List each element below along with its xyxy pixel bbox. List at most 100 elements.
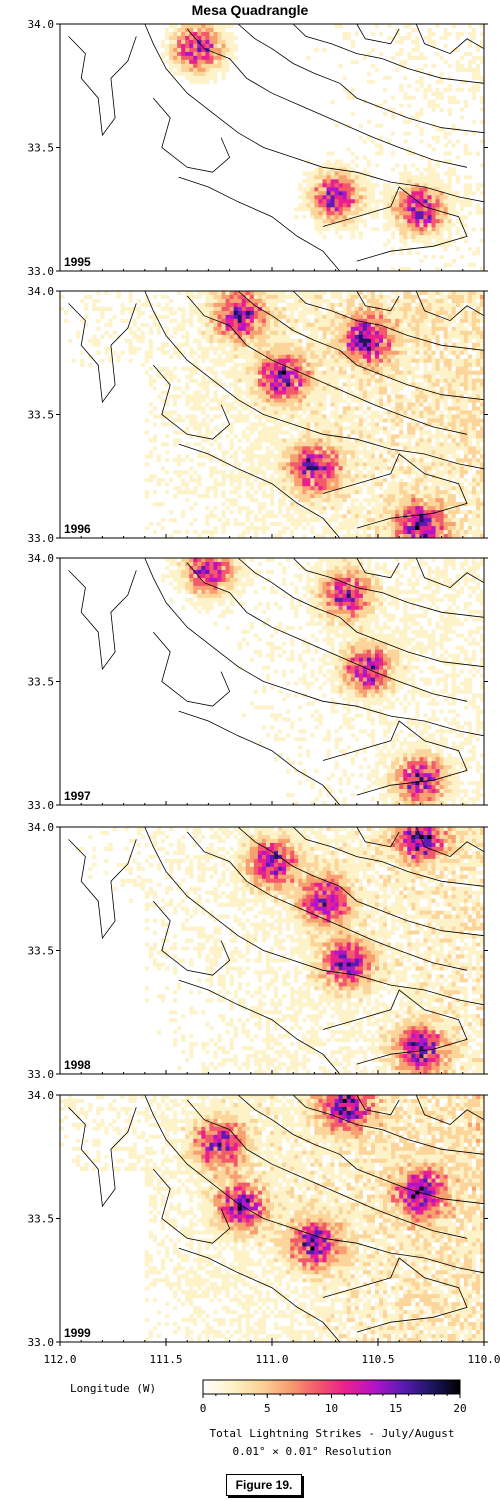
heatmap-cell (230, 295, 234, 299)
heatmap-cell (298, 339, 302, 343)
heatmap-cell (108, 307, 112, 311)
heatmap-cell (153, 163, 157, 167)
heatmap-cell (222, 331, 226, 335)
heatmap-cell (149, 140, 153, 144)
heatmap-cell (415, 207, 419, 211)
heatmap-cell (310, 52, 314, 56)
heatmap-cell (476, 355, 480, 359)
heatmap-cell (415, 163, 419, 167)
heatmap-cell (468, 211, 472, 215)
heatmap-cell (347, 187, 351, 191)
heatmap-cell (262, 223, 266, 227)
heatmap-cell (177, 343, 181, 347)
heatmap-cell (290, 108, 294, 112)
heatmap-cell (351, 295, 355, 299)
heatmap-cell (472, 88, 476, 92)
heatmap-cell (339, 136, 343, 140)
heatmap-cell (250, 319, 254, 323)
heatmap-cell (375, 76, 379, 80)
heatmap-cell (185, 299, 189, 303)
heatmap-cell (278, 335, 282, 339)
heatmap-cell (452, 24, 456, 28)
heatmap-cell (383, 211, 387, 215)
heatmap-cell (282, 92, 286, 96)
heatmap-cell (427, 315, 431, 319)
heatmap-cell (343, 163, 347, 167)
heatmap-cell (391, 323, 395, 327)
heatmap-cell (339, 207, 343, 211)
heatmap-cell (290, 319, 294, 323)
heatmap-cell (246, 291, 250, 295)
heatmap-cell (399, 351, 403, 355)
heatmap-cell (157, 76, 161, 80)
heatmap-cell (452, 335, 456, 339)
heatmap-cell (371, 295, 375, 299)
heatmap-cell (464, 60, 468, 64)
heatmap-cell (327, 191, 331, 195)
heatmap-cell (448, 207, 452, 211)
heatmap-cell (193, 347, 197, 351)
heatmap-cell (141, 359, 145, 363)
heatmap-cell (343, 195, 347, 199)
heatmap-cell (306, 215, 310, 219)
heatmap-cell (440, 303, 444, 307)
heatmap-cell (310, 227, 314, 231)
heatmap-cell (322, 259, 326, 263)
heatmap-cell (298, 191, 302, 195)
heatmap-cell (347, 68, 351, 72)
heatmap-cell (278, 235, 282, 239)
heatmap-cell (137, 303, 141, 307)
heatmap-cell (230, 259, 234, 263)
heatmap-cell (423, 100, 427, 104)
heatmap-cell (460, 355, 464, 359)
heatmap-cell (217, 159, 221, 163)
heatmap-cell (436, 195, 440, 199)
heatmap-cell (355, 255, 359, 259)
heatmap-cell (375, 319, 379, 323)
heatmap-cell (294, 327, 298, 331)
heatmap-cell (238, 295, 242, 299)
heatmap-cell (423, 104, 427, 108)
heatmap-cell (476, 76, 480, 80)
heatmap-cell (310, 28, 314, 32)
heatmap-cell (367, 72, 371, 76)
heatmap-cell (104, 359, 108, 363)
heatmap-cell (407, 171, 411, 175)
heatmap-cell (339, 355, 343, 359)
heatmap-cell (104, 291, 108, 295)
heatmap-cell (339, 40, 343, 44)
heatmap-cell (476, 92, 480, 96)
heatmap-cell (217, 339, 221, 343)
heatmap-cell (423, 215, 427, 219)
heatmap-cell (383, 295, 387, 299)
heatmap-cell (161, 120, 165, 124)
heatmap-cell (448, 311, 452, 315)
heatmap-cell (177, 24, 181, 28)
heatmap-cell (423, 116, 427, 120)
heatmap-cell (391, 231, 395, 235)
heatmap-cell (387, 199, 391, 203)
heatmap-cell (456, 120, 460, 124)
heatmap-cell (343, 355, 347, 359)
heatmap-cell (226, 335, 230, 339)
heatmap-cell (96, 351, 100, 355)
heatmap-cell (246, 24, 250, 28)
heatmap-cell (371, 343, 375, 347)
heatmap-cell (464, 335, 468, 339)
heatmap-cell (137, 323, 141, 327)
heatmap-cell (371, 327, 375, 331)
heatmap-cell (274, 299, 278, 303)
heatmap-cell (209, 355, 213, 359)
heatmap-cell (250, 52, 254, 56)
heatmap-cell (456, 44, 460, 48)
heatmap-cell (250, 148, 254, 152)
heatmap-cell (294, 167, 298, 171)
heatmap-cell (314, 259, 318, 263)
heatmap-cell (452, 299, 456, 303)
heatmap-cell (226, 96, 230, 100)
heatmap-cell (302, 343, 306, 347)
heatmap-cell (141, 80, 145, 84)
heatmap-cell (242, 148, 246, 152)
heatmap-cell (121, 307, 125, 311)
heatmap-cell (327, 68, 331, 72)
